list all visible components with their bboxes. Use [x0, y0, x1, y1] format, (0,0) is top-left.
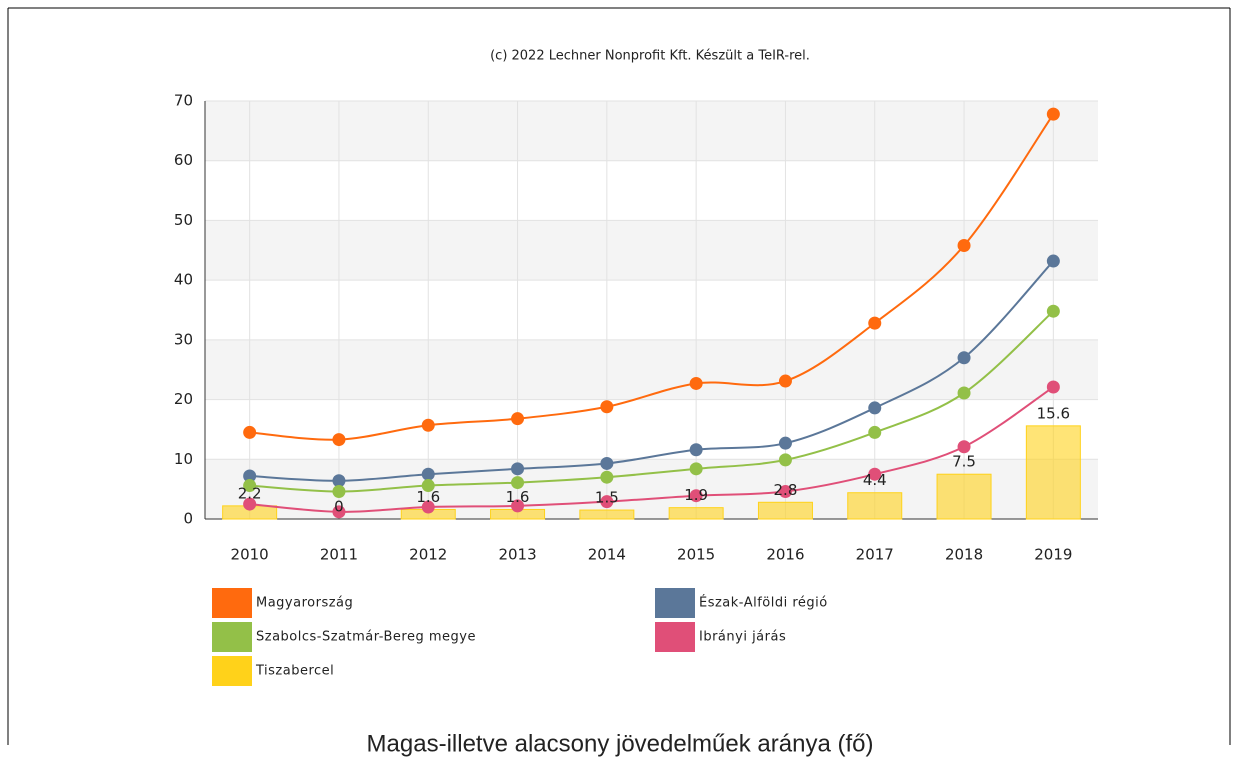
- data-label: 1.6: [416, 488, 440, 506]
- x-tick-label: 2019: [1034, 546, 1072, 564]
- point: [511, 499, 525, 513]
- point: [689, 376, 703, 390]
- data-label: 7.5: [952, 453, 976, 471]
- data-label: 15.6: [1037, 404, 1070, 422]
- point: [778, 485, 792, 499]
- caption: Magas-illetve alacsony jövedelműek arány…: [367, 730, 874, 757]
- line: [249, 310, 1055, 493]
- legend-label: Észak-Alföldi régió: [699, 595, 828, 611]
- legend-label: Magyarország: [256, 596, 353, 611]
- bar: [847, 492, 903, 520]
- y-tick-label: 20: [174, 390, 193, 408]
- legend-swatch: [655, 588, 695, 618]
- point: [957, 440, 971, 454]
- grid-band: [205, 220, 1098, 281]
- data-label: 2.2: [238, 484, 262, 502]
- data-label: 1.6: [506, 488, 530, 506]
- x-tick-label: 2011: [320, 546, 358, 564]
- y-tick-label: 40: [174, 271, 193, 289]
- data-label: 4.4: [863, 471, 887, 489]
- point: [243, 497, 257, 511]
- x-tick-label: 2016: [766, 546, 804, 564]
- point: [511, 462, 525, 476]
- bar: [1025, 425, 1081, 520]
- point: [243, 479, 257, 493]
- point: [421, 467, 435, 481]
- legend-swatch: [655, 622, 695, 652]
- point: [600, 495, 614, 509]
- point: [600, 400, 614, 414]
- bar: [757, 501, 813, 520]
- y-tick-label: 70: [174, 92, 193, 110]
- point: [957, 386, 971, 400]
- point: [243, 469, 257, 483]
- point: [689, 462, 703, 476]
- point: [421, 500, 435, 514]
- x-tick-label: 2010: [231, 546, 269, 564]
- y-tick-label: 60: [174, 151, 193, 169]
- data-label: 0: [334, 498, 344, 516]
- bar: [579, 509, 635, 520]
- legend-swatch: [212, 588, 252, 618]
- line: [249, 260, 1055, 482]
- point: [868, 425, 882, 439]
- bar: [936, 473, 992, 520]
- point: [600, 456, 614, 470]
- legend-label: Ibrányi járás: [699, 630, 786, 645]
- point: [332, 433, 346, 447]
- point: [421, 479, 435, 493]
- grid-band: [205, 101, 1098, 161]
- point: [1046, 254, 1060, 268]
- x-tick-label: 2014: [588, 546, 626, 564]
- point: [332, 505, 346, 519]
- y-tick-label: 0: [183, 510, 193, 528]
- point: [957, 351, 971, 365]
- point: [778, 453, 792, 467]
- bar: [668, 507, 724, 520]
- point: [243, 425, 257, 439]
- x-tick-label: 2013: [498, 546, 536, 564]
- y-tick-label: 30: [174, 330, 193, 348]
- point: [421, 418, 435, 432]
- legend-label: Szabolcs-Szatmár-Bereg megye: [256, 630, 476, 645]
- x-tick-label: 2012: [409, 546, 447, 564]
- point: [868, 467, 882, 481]
- y-tick-label: 10: [174, 450, 193, 468]
- legend-label: Tiszabercel: [255, 664, 334, 679]
- point: [511, 476, 525, 490]
- point: [332, 474, 346, 488]
- legend-swatch: [212, 656, 252, 686]
- point: [868, 316, 882, 330]
- point: [511, 412, 525, 426]
- data-label: 1.5: [595, 489, 619, 507]
- point: [868, 401, 882, 415]
- point: [1046, 304, 1060, 318]
- line: [249, 386, 1054, 513]
- point: [689, 489, 703, 503]
- point: [689, 443, 703, 457]
- point: [332, 485, 346, 499]
- point: [778, 374, 792, 388]
- data-label: 2.8: [774, 481, 798, 499]
- chart-title: (c) 2022 Lechner Nonprofit Kft. Készült …: [490, 49, 810, 64]
- legend-swatch: [212, 622, 252, 652]
- point: [957, 239, 971, 253]
- x-tick-label: 2018: [945, 546, 983, 564]
- x-tick-label: 2017: [856, 546, 894, 564]
- data-label: 1.9: [684, 486, 708, 504]
- y-tick-label: 50: [174, 211, 193, 229]
- point: [600, 470, 614, 484]
- x-tick-label: 2015: [677, 546, 715, 564]
- point: [1046, 107, 1060, 121]
- point: [1046, 380, 1060, 394]
- line: [249, 113, 1055, 441]
- point: [778, 436, 792, 450]
